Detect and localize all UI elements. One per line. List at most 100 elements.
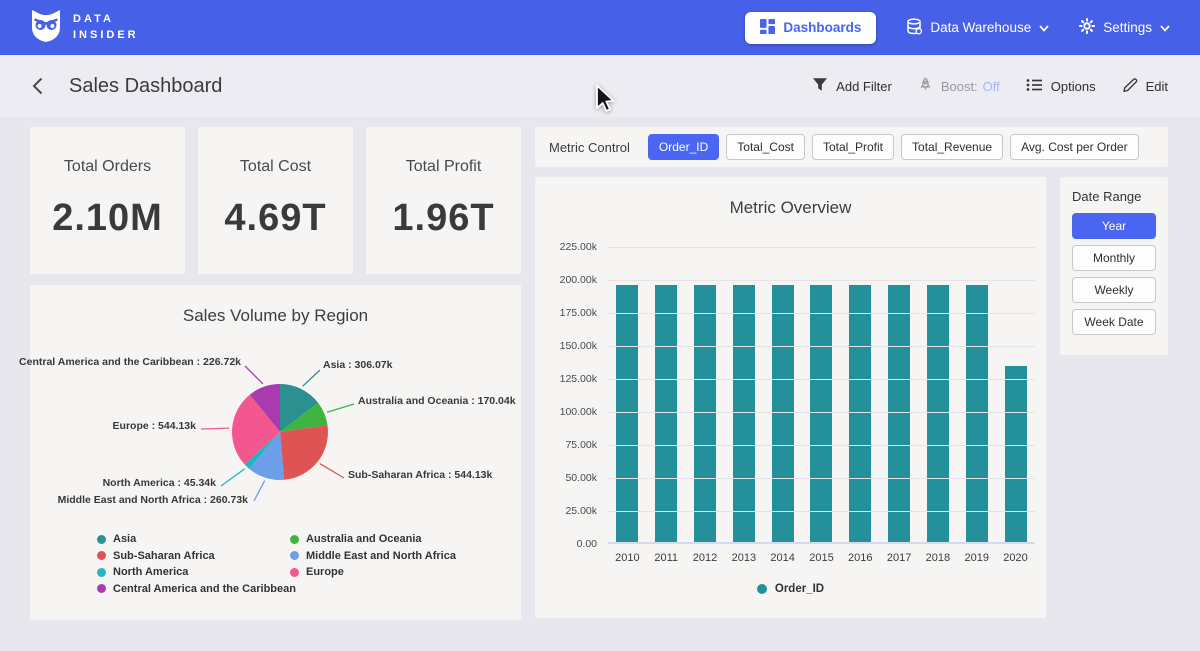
metric-button-avg-cost-per-order[interactable]: Avg. Cost per Order	[1010, 134, 1139, 160]
x-tick-label: 2019	[964, 552, 989, 564]
gridline	[608, 346, 1035, 347]
legend-dot	[290, 534, 299, 544]
date-range-weekly-button[interactable]: Weekly	[1072, 277, 1156, 303]
date-range-label: Date Range	[1072, 189, 1142, 204]
leader-line	[302, 369, 321, 387]
pie-slice-label: Europe : 544.13k	[112, 420, 196, 432]
bar-2014[interactable]	[771, 285, 794, 544]
kpi-value: 1.96T	[392, 197, 495, 239]
bar-2013[interactable]	[732, 285, 755, 544]
nav-settings-label: Settings	[1103, 20, 1152, 35]
dashboards-icon	[760, 18, 776, 37]
y-tick-label: 0.00	[576, 538, 597, 550]
gridline	[608, 313, 1035, 314]
gridline	[608, 280, 1035, 281]
legend-dot	[290, 567, 299, 577]
y-tick-label: 50.00k	[565, 472, 597, 484]
metric-button-total-cost[interactable]: Total_Cost	[726, 134, 805, 160]
bar-chart-plot	[608, 247, 1035, 544]
pie-legend-item[interactable]: Middle East and North Africa	[290, 550, 456, 562]
pie-legend-item[interactable]: Asia	[97, 533, 136, 545]
bar-2018[interactable]	[926, 285, 949, 544]
bar-2019[interactable]	[965, 285, 988, 544]
bar-2010[interactable]	[616, 285, 639, 544]
bar-2012[interactable]	[694, 285, 717, 544]
boost-state: Off	[982, 78, 1000, 94]
pie-slice-4[interactable]	[244, 432, 281, 469]
nav-dashboards-button[interactable]: Dashboards	[745, 11, 877, 44]
boost-label: Boost:	[940, 78, 978, 94]
brand-logo[interactable]: DATA INSIDER	[30, 8, 139, 47]
pie-slice-label: Asia : 306.07k	[323, 359, 393, 371]
pie-slice-3[interactable]	[249, 432, 285, 480]
date-range-monthly-button[interactable]: Monthly	[1072, 245, 1156, 271]
bar-2017[interactable]	[888, 285, 911, 544]
pie-chart-area: Asia : 306.07k Australia and Oceania : 17…	[19, 340, 521, 525]
back-button[interactable]	[32, 77, 43, 95]
metric-button-order-id[interactable]: Order_ID	[647, 134, 720, 160]
y-tick-label: 175.00k	[559, 307, 597, 319]
nav-data-warehouse-button[interactable]: Data Warehouse	[906, 17, 1049, 38]
metric-button-total-profit[interactable]: Total_Profit	[811, 134, 895, 160]
x-tick-label: 2014	[770, 552, 795, 564]
list-icon	[1026, 77, 1043, 96]
add-filter-button[interactable]: Add Filter	[812, 77, 892, 95]
metric-button-total-revenue[interactable]: Total_Revenue	[901, 134, 1004, 160]
pie-legend-item[interactable]: Europe	[290, 566, 344, 578]
leader-line	[326, 403, 355, 413]
legend-label: North America	[113, 566, 189, 578]
bar-2020[interactable]	[1004, 366, 1027, 544]
options-button[interactable]: Options	[1026, 77, 1096, 96]
bar-2015[interactable]	[810, 285, 833, 544]
pie-legend-item[interactable]: Sub-Saharan Africa	[97, 550, 215, 562]
pie-slice-0[interactable]	[280, 384, 319, 432]
legend-dot	[97, 551, 106, 560]
y-tick-label: 25.00k	[565, 505, 597, 517]
rocket-icon	[918, 77, 933, 96]
bar-chart-legend[interactable]: Order_ID	[535, 583, 1046, 595]
pie-slice-6[interactable]	[249, 384, 280, 432]
kpi-label: Total Cost	[239, 158, 312, 175]
bar-2016[interactable]	[849, 285, 872, 544]
top-navbar: DATA INSIDER Dashboards	[0, 0, 1200, 55]
legend-dot	[290, 551, 299, 560]
pie-slice-2[interactable]	[280, 425, 328, 480]
legend-label: Australia and Oceania	[306, 533, 422, 545]
legend-dot	[97, 534, 106, 544]
chevron-down-icon	[1160, 20, 1170, 35]
page-title: Sales Dashboard	[69, 74, 223, 97]
y-tick-label: 75.00k	[565, 439, 597, 451]
boost-toggle[interactable]: Boost: Off	[918, 77, 1000, 96]
leader-line	[200, 427, 230, 430]
legend-label: Sub-Saharan Africa	[113, 549, 215, 562]
edit-button[interactable]: Edit	[1122, 77, 1168, 96]
pie-chart-title: Sales Volume by Region	[182, 306, 369, 325]
bar-2011[interactable]	[655, 285, 678, 544]
options-label: Options	[1050, 78, 1096, 94]
x-tick-label: 2018	[925, 552, 951, 564]
leader-line	[253, 480, 266, 502]
x-tick-label: 2015	[809, 552, 834, 564]
kpi-label: Total Profit	[405, 158, 482, 175]
pie-legend-item[interactable]: Central America and the Caribbean	[97, 583, 296, 595]
legend-label: Middle East and North Africa	[306, 549, 456, 562]
nav-settings-button[interactable]: Settings	[1079, 17, 1170, 37]
date-range-panel: Date Range Year Monthly Weekly Week Date	[1060, 177, 1168, 355]
legend-dot	[97, 584, 106, 593]
database-icon	[906, 17, 923, 38]
legend-dot	[97, 567, 106, 577]
pie-slice-5[interactable]	[232, 394, 280, 465]
pie-legend-item[interactable]: Australia and Oceania	[290, 533, 422, 545]
y-tick-label: 150.00k	[559, 340, 597, 352]
pie-slice-1[interactable]	[280, 402, 328, 432]
x-tick-label: 2017	[886, 552, 912, 564]
x-tick-label: 2011	[654, 552, 679, 564]
owl-logo-icon	[30, 8, 62, 47]
date-range-year-button[interactable]: Year	[1072, 213, 1156, 239]
date-range-week-date-button[interactable]: Week Date	[1072, 309, 1156, 335]
pie-legend-item[interactable]: North America	[97, 566, 188, 578]
gridline	[608, 478, 1035, 479]
nav-dashboards-label: Dashboards	[783, 20, 862, 35]
y-tick-label: 225.00k	[559, 241, 597, 253]
kpi-value: 4.69T	[224, 197, 327, 239]
